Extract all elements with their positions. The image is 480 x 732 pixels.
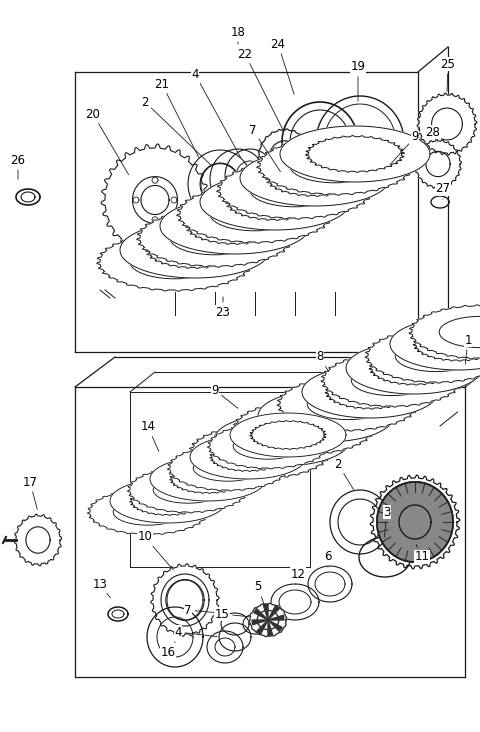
Text: 23: 23 (216, 296, 230, 318)
Polygon shape (170, 465, 246, 493)
Ellipse shape (280, 126, 430, 182)
Text: 24: 24 (271, 37, 294, 94)
Polygon shape (233, 401, 375, 455)
Polygon shape (252, 620, 268, 624)
Polygon shape (137, 209, 293, 267)
Text: 8: 8 (316, 351, 329, 372)
Text: 26: 26 (11, 154, 25, 179)
Polygon shape (258, 129, 312, 185)
Text: 7: 7 (249, 124, 280, 172)
Polygon shape (257, 137, 413, 195)
Polygon shape (237, 423, 327, 458)
Text: 5: 5 (254, 580, 264, 605)
Text: 1: 1 (464, 334, 472, 365)
Polygon shape (413, 327, 480, 361)
Text: 14: 14 (141, 420, 159, 452)
Polygon shape (250, 420, 326, 449)
Ellipse shape (346, 342, 480, 394)
Polygon shape (145, 231, 244, 269)
Text: 6: 6 (324, 550, 332, 567)
Text: 28: 28 (426, 125, 441, 142)
Text: 19: 19 (350, 61, 365, 101)
Ellipse shape (200, 174, 350, 230)
Ellipse shape (240, 150, 390, 206)
Text: 9: 9 (390, 130, 419, 165)
Text: 15: 15 (215, 608, 249, 621)
Polygon shape (87, 489, 208, 535)
Text: 4: 4 (191, 67, 240, 157)
Polygon shape (189, 425, 331, 479)
Polygon shape (265, 160, 364, 196)
Text: 25: 25 (441, 58, 456, 92)
Polygon shape (216, 161, 373, 219)
Ellipse shape (160, 198, 310, 254)
Text: 3: 3 (384, 506, 391, 537)
Polygon shape (177, 184, 333, 243)
Text: 10: 10 (138, 531, 173, 570)
Polygon shape (377, 482, 453, 562)
Polygon shape (268, 606, 279, 620)
Polygon shape (268, 620, 282, 631)
Text: 12: 12 (290, 567, 305, 584)
Text: 22: 22 (238, 48, 283, 130)
Polygon shape (268, 616, 284, 620)
Ellipse shape (230, 413, 346, 457)
Polygon shape (325, 375, 415, 409)
Polygon shape (281, 399, 371, 433)
Ellipse shape (258, 390, 394, 442)
Polygon shape (369, 351, 459, 385)
Text: 4: 4 (174, 626, 217, 638)
Text: 13: 13 (93, 578, 110, 598)
Text: 18: 18 (230, 26, 245, 44)
Polygon shape (263, 604, 268, 620)
Text: 9: 9 (211, 384, 238, 408)
Polygon shape (257, 620, 268, 634)
Polygon shape (321, 353, 463, 407)
Polygon shape (409, 305, 480, 359)
Text: 7: 7 (184, 603, 227, 616)
Polygon shape (268, 620, 273, 636)
Text: 20: 20 (85, 108, 129, 175)
Text: 27: 27 (435, 182, 451, 199)
Polygon shape (151, 564, 219, 636)
Ellipse shape (190, 435, 306, 479)
Polygon shape (101, 144, 209, 256)
Polygon shape (207, 423, 328, 469)
Polygon shape (128, 467, 249, 513)
Text: 17: 17 (23, 476, 37, 509)
Ellipse shape (377, 482, 453, 562)
Text: 11: 11 (415, 545, 430, 564)
Polygon shape (14, 514, 62, 566)
Polygon shape (417, 93, 477, 155)
Text: 16: 16 (160, 642, 176, 659)
Polygon shape (254, 609, 268, 620)
Polygon shape (306, 135, 405, 173)
Text: 2: 2 (141, 95, 211, 165)
Ellipse shape (150, 457, 266, 501)
Polygon shape (130, 487, 206, 515)
Ellipse shape (302, 366, 438, 418)
Polygon shape (249, 603, 287, 637)
Text: 2: 2 (334, 458, 354, 490)
Ellipse shape (110, 479, 226, 523)
Polygon shape (96, 233, 253, 291)
Ellipse shape (379, 484, 451, 560)
Polygon shape (226, 184, 324, 220)
Ellipse shape (214, 414, 350, 466)
Polygon shape (415, 139, 461, 189)
Polygon shape (210, 443, 286, 471)
Ellipse shape (390, 318, 480, 370)
Ellipse shape (120, 222, 270, 278)
Polygon shape (365, 329, 480, 383)
Polygon shape (168, 445, 288, 491)
Text: 21: 21 (155, 78, 199, 157)
Polygon shape (277, 377, 419, 431)
Polygon shape (186, 208, 285, 244)
